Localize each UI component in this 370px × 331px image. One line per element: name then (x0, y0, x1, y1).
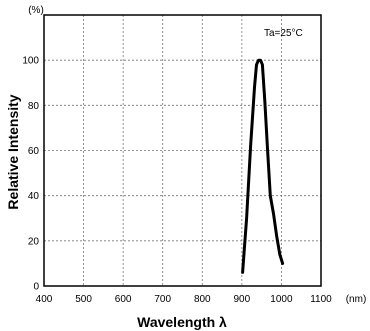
y-axis-title: Relative Intensity (5, 94, 21, 209)
x-unit-label: (nm) (346, 294, 367, 305)
y-unit-label: (%) (28, 5, 44, 16)
y-tick-label: 0 (33, 282, 39, 293)
x-axis-title: Wavelength λ (137, 314, 227, 330)
x-tick-label: 700 (154, 294, 171, 305)
y-tick-label: 20 (28, 236, 40, 247)
x-tick-label: 1100 (310, 294, 332, 305)
y-tick-label: 100 (22, 56, 39, 67)
x-tick-label: 800 (194, 294, 211, 305)
y-tick-label: 80 (28, 101, 40, 112)
x-tick-label: 400 (36, 294, 53, 305)
temperature-annotation: Ta=25°C (264, 28, 303, 39)
x-tick-label: 600 (115, 294, 132, 305)
x-tick-label: 500 (75, 294, 92, 305)
y-tick-label: 40 (28, 191, 40, 202)
series-line (241, 58, 285, 274)
plot-frame (43, 14, 322, 287)
y-tick-label: 60 (28, 146, 40, 157)
ticks-layer: 400 500 600 700 800 900 1000 1100 0 20 40 60 80 100 (22, 56, 332, 305)
x-tick-label: 1000 (270, 294, 293, 305)
x-tick-label: 900 (234, 294, 251, 305)
grid-layer (44, 15, 321, 286)
